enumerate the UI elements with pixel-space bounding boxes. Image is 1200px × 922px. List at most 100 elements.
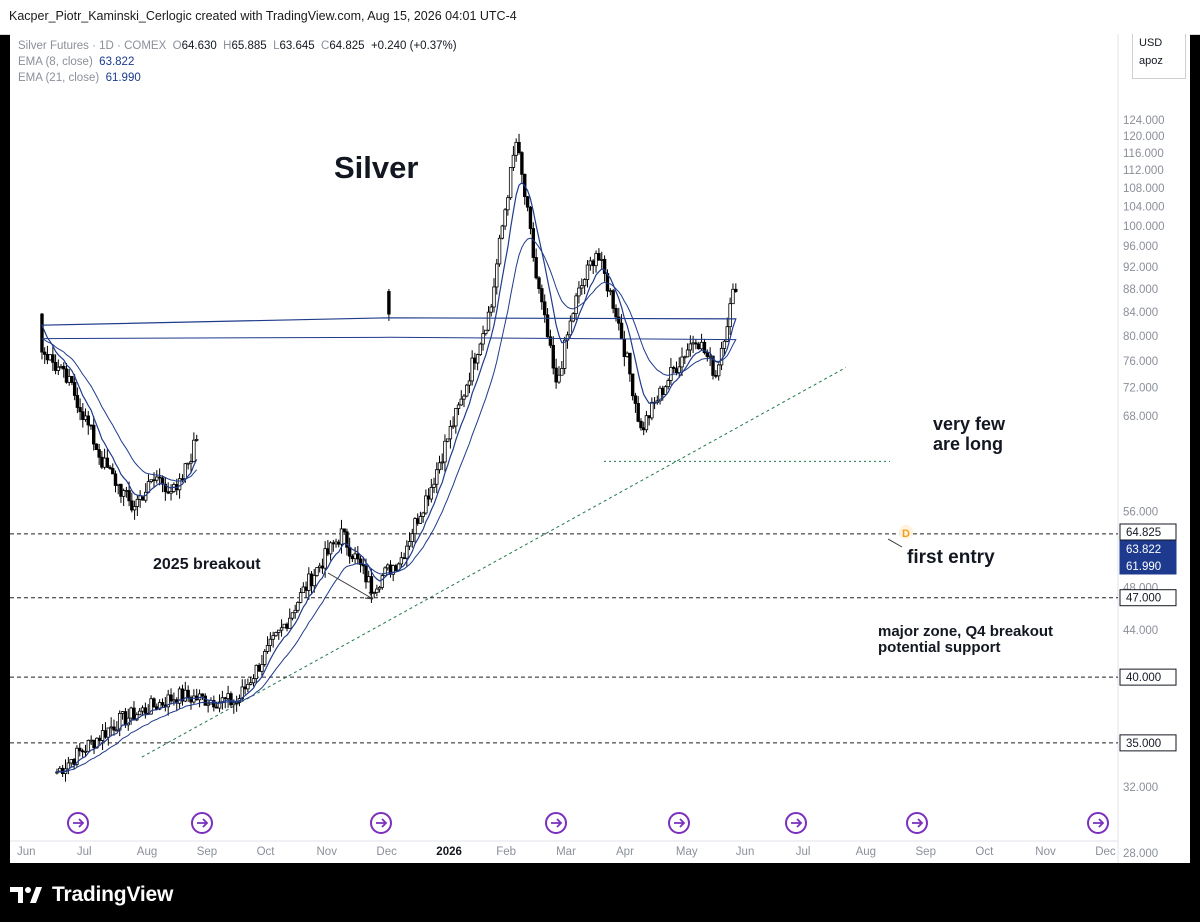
candle-body xyxy=(132,506,137,511)
candle-body xyxy=(152,479,156,482)
candle-body xyxy=(111,468,115,475)
candle-body xyxy=(127,490,131,502)
candle-body xyxy=(413,518,417,535)
y-tick-label: 96.000 xyxy=(1123,241,1158,253)
ema8-line[interactable]: EMA (8, close) 63.822 xyxy=(18,54,457,70)
candle-body xyxy=(708,355,712,358)
candle-body xyxy=(543,301,547,316)
last-price-tag[interactable] xyxy=(1119,523,1177,541)
candle-body xyxy=(728,303,732,328)
level-price-tag[interactable] xyxy=(1119,589,1177,607)
candle-body xyxy=(528,206,533,229)
candle-body xyxy=(571,313,575,322)
candle-body xyxy=(97,449,101,458)
candle-body xyxy=(377,586,382,590)
candle-body xyxy=(301,586,306,594)
candle-body xyxy=(186,689,190,699)
y-tick-label: 100.000 xyxy=(1123,221,1165,233)
candle-body xyxy=(89,424,93,427)
ema-price-tag[interactable] xyxy=(1119,557,1177,575)
candle-body xyxy=(711,355,715,376)
candle-body xyxy=(92,739,96,749)
price-tag-label: 61.990 xyxy=(1126,561,1161,573)
candle-body xyxy=(560,368,564,376)
candle-body xyxy=(451,425,455,428)
candle-body xyxy=(172,699,176,702)
candle-body xyxy=(189,461,193,464)
candle-body xyxy=(705,352,709,357)
tradingview-logo[interactable]: TradingView xyxy=(10,883,173,907)
candle-body xyxy=(614,307,618,318)
candle-body xyxy=(69,759,73,764)
candle-body xyxy=(56,366,61,371)
candle-body xyxy=(130,500,134,511)
candle-body xyxy=(94,443,99,451)
candle-body xyxy=(152,698,156,708)
candle-body xyxy=(328,542,333,555)
candle-body xyxy=(375,588,379,593)
price-chart[interactable]: 124.000 120.000 116.000 112.000 108.000 104.0… xyxy=(10,34,1190,863)
currency-label[interactable]: USD xyxy=(1139,37,1163,49)
high-label: H xyxy=(223,40,232,52)
candle-body xyxy=(426,495,431,500)
candle-body xyxy=(548,336,553,346)
candle-body xyxy=(421,512,425,517)
ema-price-tag[interactable] xyxy=(1119,540,1177,558)
chart-title: Silver xyxy=(334,150,419,185)
y-tick-label: 84.000 xyxy=(1123,307,1158,319)
chart-panel[interactable]: 124.000 120.000 116.000 112.000 108.000 104.0… xyxy=(10,34,1190,863)
candle-body xyxy=(296,602,300,611)
y-tick-label: 28.000 xyxy=(1123,848,1158,860)
candle-body xyxy=(323,548,327,569)
first-entry-arrow xyxy=(887,538,903,548)
candle-body xyxy=(478,343,483,356)
ema8-series-line[interactable] xyxy=(41,181,737,773)
candle-body xyxy=(514,141,518,156)
candle-body xyxy=(78,407,82,413)
candle-body xyxy=(454,408,458,427)
level-price-tag[interactable] xyxy=(1119,668,1177,686)
candle-body xyxy=(95,737,99,749)
y-tick-label: 56.000 xyxy=(1123,506,1158,518)
dashed-trendline[interactable] xyxy=(141,367,846,758)
scale-settings[interactable]: USD apoz xyxy=(1132,34,1186,79)
candle-body xyxy=(248,682,253,685)
candle-body xyxy=(731,288,735,305)
attribution-bar: Kacper_Piotr_Kaminski_Cerlogic created w… xyxy=(0,0,1200,35)
candle-body xyxy=(40,313,44,353)
candle-body xyxy=(625,352,629,357)
candle-body xyxy=(309,573,314,587)
candle-body xyxy=(639,420,643,429)
chart-legend: Silver Futures · 1D · COMEX O64.630 H65.… xyxy=(18,38,457,86)
scale-mode-label[interactable]: apoz xyxy=(1139,55,1163,67)
brand-name: TradingView xyxy=(52,883,174,906)
event-arrow-icon xyxy=(912,818,924,828)
candle-body xyxy=(674,368,679,374)
candle-body xyxy=(195,438,199,441)
candle-body xyxy=(282,623,286,629)
d-marker-circle[interactable] xyxy=(899,525,913,539)
ema8-label: EMA (8, close) xyxy=(18,56,93,68)
candle-body xyxy=(445,438,450,442)
ema21-line[interactable]: EMA (21, close) 61.990 xyxy=(18,70,457,86)
candle-body xyxy=(372,592,376,594)
candle-body xyxy=(271,635,275,640)
candle-body xyxy=(265,645,270,652)
y-tick-label: 112.000 xyxy=(1123,165,1164,177)
candle-body xyxy=(129,707,133,719)
candle-body xyxy=(92,424,96,445)
y-tick-label: 80.000 xyxy=(1123,331,1158,343)
level-price-tag[interactable] xyxy=(1119,734,1177,752)
x-tick-label: Sep xyxy=(916,846,936,858)
candle-body xyxy=(459,398,463,406)
ema21-series-line[interactable] xyxy=(41,237,737,773)
candle-body xyxy=(680,356,684,368)
candle-body xyxy=(59,365,63,368)
candle-body xyxy=(369,576,374,594)
candle-body xyxy=(568,320,573,336)
candle-body xyxy=(326,548,330,555)
candle-body xyxy=(402,557,406,560)
candle-body xyxy=(677,366,681,374)
candle-body xyxy=(717,364,721,377)
candle-body xyxy=(112,726,116,731)
